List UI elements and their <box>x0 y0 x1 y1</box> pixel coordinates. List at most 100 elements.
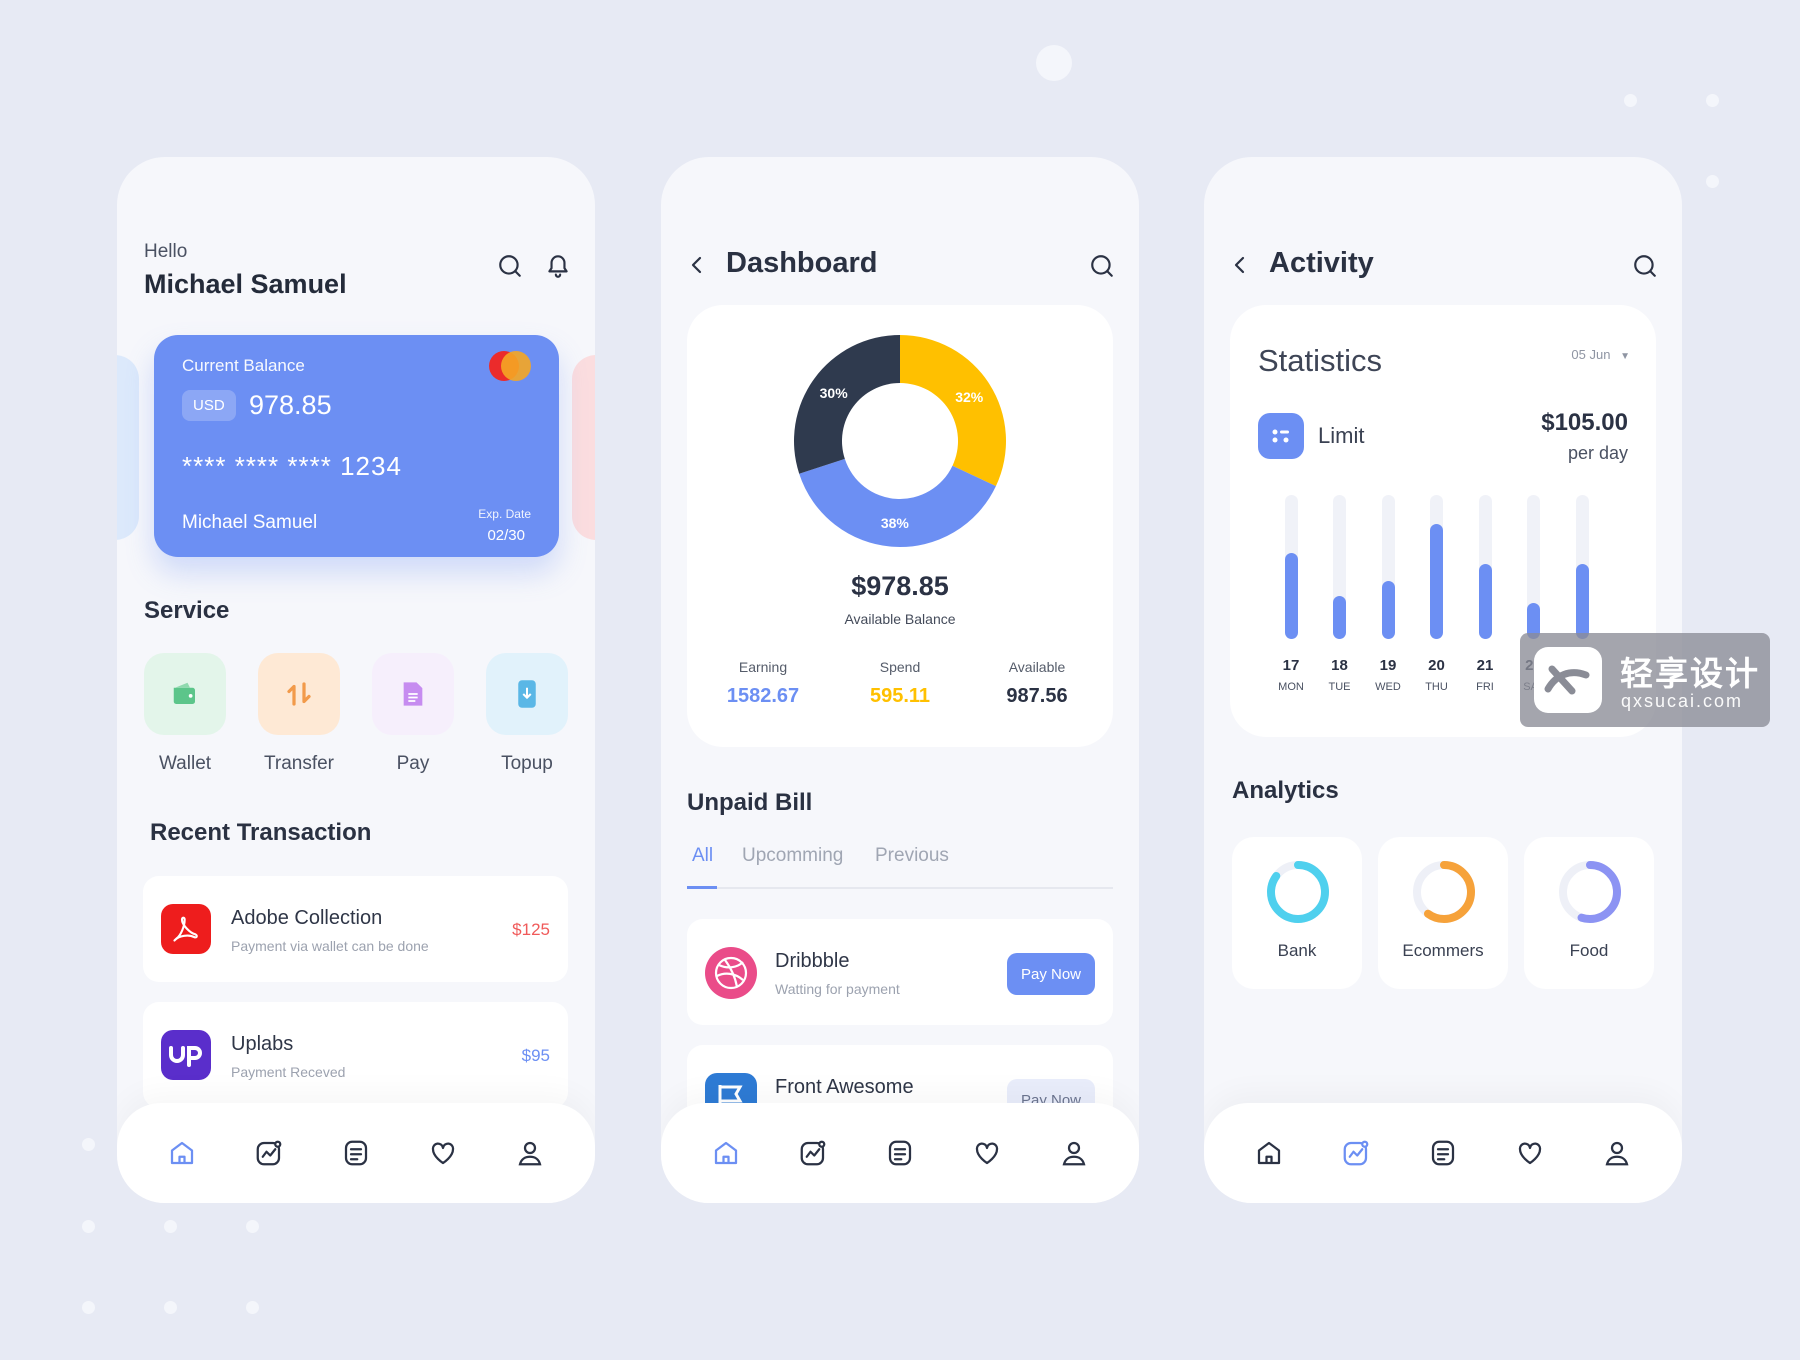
bar-track <box>1478 495 1492 639</box>
heart-icon[interactable] <box>1514 1137 1546 1169</box>
list-icon[interactable] <box>884 1137 916 1169</box>
analytics-ring <box>1267 861 1329 923</box>
bar-track <box>1527 495 1540 639</box>
chart-icon[interactable] <box>797 1137 829 1169</box>
transaction-amount: $95 <box>521 1046 550 1065</box>
bar[interactable] <box>1333 595 1346 639</box>
heart-icon[interactable] <box>427 1137 459 1169</box>
stat-available: Available 987.56 <box>967 659 1107 708</box>
date-dropdown[interactable]: 05 Jun ▼ <box>1571 347 1630 362</box>
limit-unit: per day <box>1567 443 1628 463</box>
chart-icon[interactable] <box>1340 1137 1372 1169</box>
service-label: Wallet <box>158 753 212 774</box>
ring-progress <box>1267 861 1329 923</box>
balance-card[interactable]: Current Balance USD 978.85 **** **** ***… <box>154 335 559 557</box>
home-icon[interactable] <box>166 1137 198 1169</box>
ring-progress <box>1559 861 1621 923</box>
back-icon[interactable] <box>685 253 709 277</box>
bottom-nav <box>117 1103 595 1203</box>
donut-slice-label: 32% <box>955 389 984 405</box>
service-wallet[interactable]: Wallet <box>144 653 226 775</box>
bar[interactable] <box>1575 564 1589 639</box>
bottom-nav <box>661 1103 1139 1203</box>
bar-track <box>1430 495 1443 639</box>
list-icon[interactable] <box>1427 1137 1459 1169</box>
back-icon[interactable] <box>1228 253 1252 277</box>
available-balance-label: Available Balance <box>844 611 956 627</box>
tab-upcoming[interactable]: Upcomming <box>742 845 844 866</box>
profile-icon[interactable] <box>514 1137 546 1169</box>
service-topup[interactable]: Topup <box>486 653 568 775</box>
background-dot <box>1036 45 1072 81</box>
heart-icon[interactable] <box>971 1137 1003 1169</box>
background-dot <box>82 1138 95 1151</box>
wallet-icon <box>144 653 226 735</box>
mastercard-icon <box>489 351 531 381</box>
unpaid-bill-title: Unpaid Bill <box>687 789 813 816</box>
card-exp-label: Exp. Date <box>478 507 531 521</box>
watermark-en: qxsucai.com <box>1621 691 1744 711</box>
recent-transaction-title: Recent Transaction <box>150 819 372 846</box>
background-dot <box>1624 94 1637 107</box>
bar[interactable] <box>1284 552 1298 639</box>
service-transfer[interactable]: Transfer <box>258 653 340 775</box>
pay-now-button[interactable]: Pay Now <box>1007 953 1095 995</box>
transaction-item[interactable]: Uplabs Payment Receved $95 <box>143 1002 568 1108</box>
dashboard-screen: Dashboard 32% 38% 30% $978.85 Available Ba… <box>661 157 1139 1203</box>
bar[interactable] <box>1381 581 1395 639</box>
transaction-item[interactable]: Adobe Collection Payment via wallet can … <box>143 876 568 982</box>
analytics-label: Bank <box>1277 941 1317 960</box>
background-dot <box>1706 175 1719 188</box>
next-card-peek[interactable] <box>572 355 595 540</box>
bar[interactable] <box>1430 523 1443 639</box>
card-number: **** **** **** 1234 <box>182 451 402 481</box>
transaction-name: Adobe Collection <box>231 907 383 929</box>
search-icon[interactable] <box>497 253 523 279</box>
bar[interactable] <box>1527 603 1540 639</box>
profile-icon[interactable] <box>1058 1137 1090 1169</box>
profile-icon[interactable] <box>1601 1137 1633 1169</box>
card-exp-value: 02/30 <box>487 527 525 544</box>
bill-name: Front Awesome <box>775 1076 914 1098</box>
previous-card-peek[interactable] <box>117 355 139 540</box>
chart-icon[interactable] <box>253 1137 285 1169</box>
list-icon[interactable] <box>340 1137 372 1169</box>
analytics-card-ecommers[interactable]: Ecommers <box>1378 837 1508 989</box>
home-icon[interactable] <box>1253 1137 1285 1169</box>
analytics-card-food[interactable]: Food <box>1524 837 1654 989</box>
bar-day-label: 17 <box>1282 657 1300 674</box>
bar[interactable] <box>1478 564 1492 639</box>
bill-tabs: All Upcomming Previous <box>687 845 1113 889</box>
analytics-card-bank[interactable]: Bank <box>1232 837 1362 989</box>
card-holder: Michael Samuel <box>182 512 318 533</box>
stat-value: 595.11 <box>869 685 931 707</box>
bill-item[interactable]: Dribbble Watting for payment Pay Now <box>687 919 1113 1025</box>
stat-label: Spend <box>879 659 921 675</box>
background-dot <box>246 1301 259 1314</box>
stat-label: Available <box>1008 659 1066 675</box>
bar-day-label: 21 <box>1476 657 1494 674</box>
analytics-label: Food <box>1569 941 1609 960</box>
bar-day-label: 19 <box>1379 657 1397 674</box>
donut-slice-label: 38% <box>881 515 910 531</box>
search-icon[interactable] <box>1632 253 1658 279</box>
bill-note: Watting for payment <box>775 981 900 997</box>
stat-label: Earning <box>738 659 788 675</box>
donut-slice <box>799 458 996 547</box>
balance-overview-card: 32% 38% 30% $978.85 Available Balance Earn… <box>687 305 1113 747</box>
tab-previous[interactable]: Previous <box>875 845 949 866</box>
background-dot <box>1706 94 1719 107</box>
search-icon[interactable] <box>1089 253 1115 279</box>
page-title: Activity <box>1269 247 1374 279</box>
donut-slice-label: 30% <box>820 385 849 401</box>
phone-icon <box>486 653 568 735</box>
tab-all[interactable]: All <box>692 845 714 866</box>
bar-weekday-label: MON <box>1278 681 1304 693</box>
home-screen: Hello Michael Samuel Current Balance USD… <box>117 157 595 1203</box>
bell-icon[interactable] <box>545 252 571 280</box>
bar-day-label: 20 <box>1428 657 1445 674</box>
home-icon[interactable] <box>710 1137 742 1169</box>
service-pay[interactable]: Pay <box>372 653 454 775</box>
limit-value: $105.00 <box>1541 409 1628 436</box>
date-value: 05 Jun <box>1571 347 1611 362</box>
